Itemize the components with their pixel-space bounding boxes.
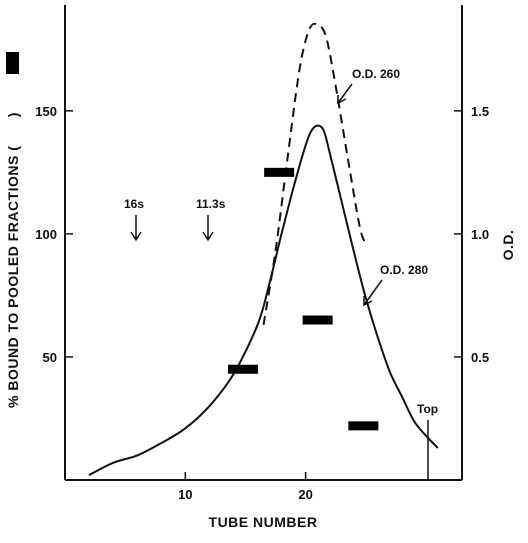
right-y-tick-label: 0.5: [471, 350, 489, 365]
annotations: 16s 11.3s O.D. 260 O.D. 280 Top: [124, 67, 438, 480]
pooled-fraction-bar: [302, 315, 333, 325]
annotation-od260-arrow: [337, 83, 353, 105]
annotation-11-3s: 11.3s: [196, 197, 226, 211]
annotation-od260: O.D. 260: [352, 67, 400, 81]
right-axis-title: O.D.: [500, 230, 516, 261]
annotation-16s: 16s: [124, 197, 144, 211]
left-y-tick-label: 100: [35, 227, 57, 242]
tick-group: 10 20 50 100 150 0.5 1.0 1.5: [35, 104, 489, 502]
right-y-tick-label: 1.0: [471, 227, 489, 242]
left-axis-title-text: % BOUND TO POOLED FRACTIONS (: [5, 146, 21, 408]
annotation-11-3s-arrow: [202, 215, 214, 242]
series-line-o-d-260: [262, 22, 367, 326]
left-y-tick-label: 50: [43, 350, 57, 365]
left-axis-title: % BOUND TO POOLED FRACTIONS ( ): [5, 112, 21, 408]
right-y-tick-label: 1.5: [471, 104, 489, 119]
pooled-fraction-bars: [228, 167, 379, 431]
left-axis-title-group: % BOUND TO POOLED FRACTIONS ( ): [5, 52, 21, 408]
pooled-fraction-bar: [264, 167, 295, 177]
right-axis-title-group: O.D.: [500, 230, 516, 261]
left-y-tick-label: 150: [35, 104, 57, 119]
series-group: [88, 22, 439, 476]
pooled-fraction-bar: [348, 421, 379, 431]
x-tick-label: 20: [298, 487, 312, 502]
annotation-16s-arrow: [130, 215, 142, 242]
x-tick-label: 10: [178, 487, 192, 502]
annotation-od280: O.D. 280: [380, 263, 428, 277]
annotation-top: Top: [417, 402, 438, 416]
x-axis-title: TUBE NUMBER: [209, 514, 318, 530]
annotation-od280-arrow: [363, 279, 383, 307]
left-axis-title-legend-bar: [6, 52, 19, 74]
left-axis-title-legend-mark: ): [5, 112, 21, 122]
series-line-o-d-280: [88, 124, 439, 476]
pooled-fraction-bar: [228, 364, 259, 374]
